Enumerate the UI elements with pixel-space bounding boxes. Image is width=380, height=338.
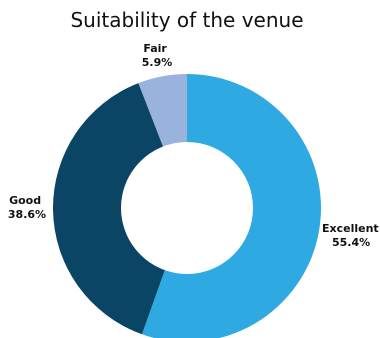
slice-value-fair: 5.9% — [142, 56, 173, 69]
slice-value-good: 38.6% — [8, 208, 46, 221]
slice-value-excellent: 55.4% — [332, 236, 370, 249]
slice-label-fair: Fair 5.9% — [142, 42, 173, 69]
slice-good — [53, 83, 187, 335]
chart-title: Suitability of the venue — [70, 8, 303, 32]
slice-label-good: Good 38.6% — [8, 194, 46, 221]
donut-hole — [121, 142, 253, 274]
slice-label-excellent: Excellent 55.4% — [322, 222, 380, 249]
slice-name-fair: Fair — [143, 42, 167, 55]
slice-name-excellent: Excellent — [322, 222, 379, 235]
slice-name-good: Good — [9, 194, 41, 207]
